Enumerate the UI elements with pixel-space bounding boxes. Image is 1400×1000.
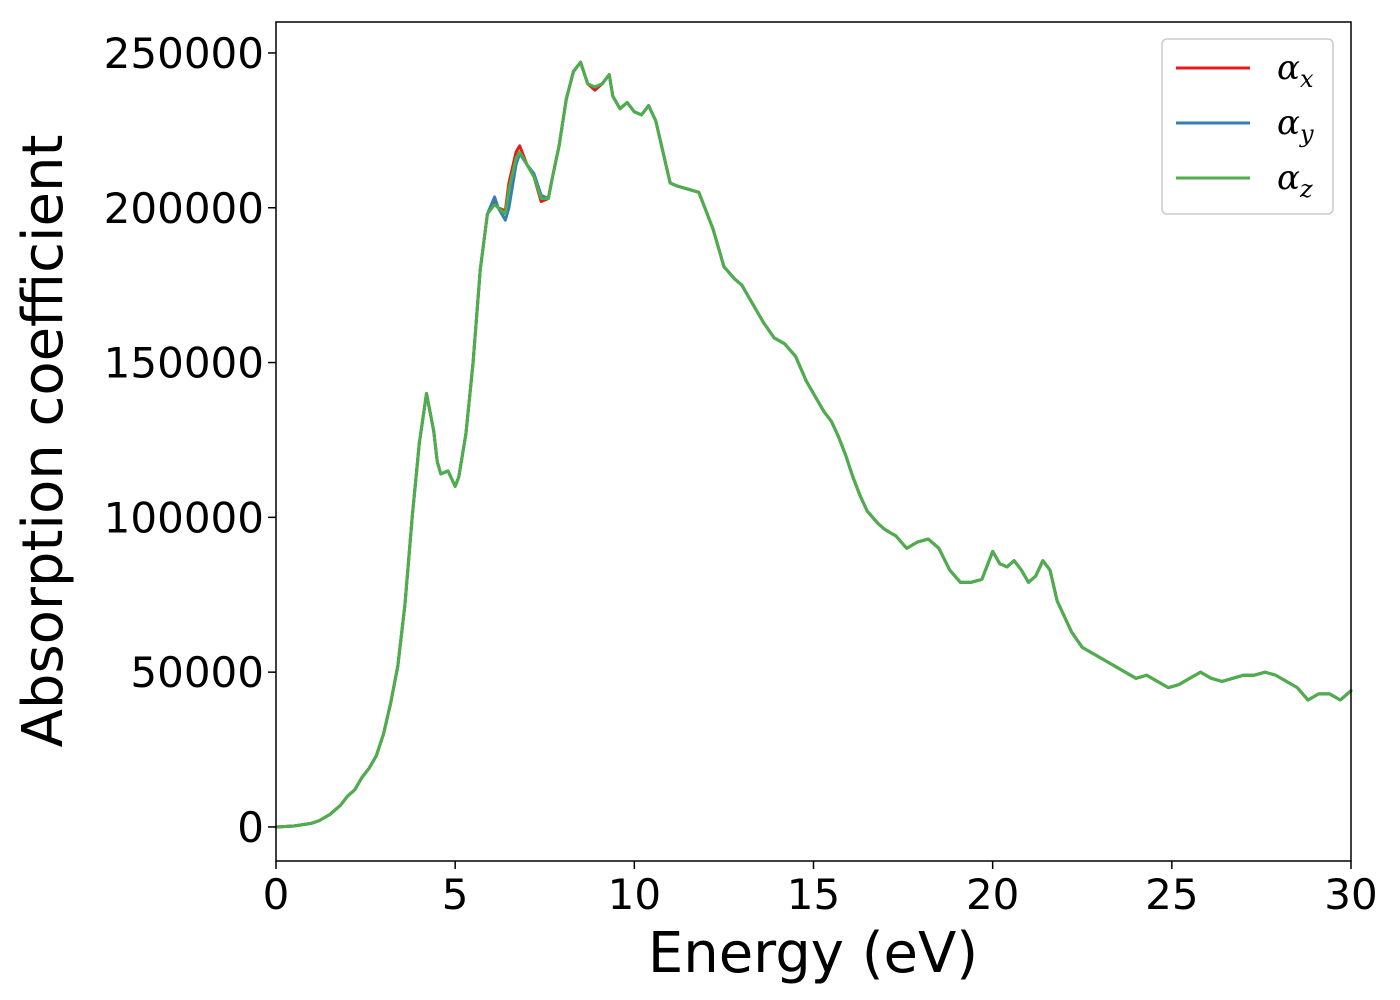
x-axis-title: Energy (eV) — [648, 921, 978, 986]
legend-frame — [1161, 38, 1334, 215]
x-tick-label: 15 — [787, 870, 840, 919]
series-line-z — [274, 60, 1353, 829]
y-tick-label: 200000 — [104, 184, 264, 233]
x-tick-label: 10 — [608, 870, 661, 919]
legend: αx αy αz — [1161, 38, 1334, 215]
legend-label-y: αy — [1277, 103, 1314, 148]
x-axis-ticks: 0 5 10 15 20 25 30 — [263, 861, 1378, 919]
y-axis-title: Absorption coefficient — [11, 135, 76, 748]
y-axis-ticks: 0 50000 100000 150000 200000 250000 — [104, 29, 276, 852]
x-tick-label: 25 — [1145, 870, 1198, 919]
y-tick-label: 100000 — [104, 493, 264, 542]
series-layer — [274, 60, 1353, 829]
y-tick-label: 250000 — [104, 29, 264, 78]
y-tick-label: 0 — [237, 803, 264, 852]
y-tick-label: 50000 — [130, 648, 264, 697]
x-tick-label: 30 — [1324, 870, 1377, 919]
y-tick-label: 150000 — [104, 339, 264, 388]
x-tick-label: 5 — [442, 870, 469, 919]
x-tick-label: 0 — [263, 870, 290, 919]
x-tick-label: 20 — [966, 870, 1019, 919]
legend-label-z: αz — [1277, 158, 1313, 203]
legend-label-x: αx — [1277, 48, 1314, 93]
